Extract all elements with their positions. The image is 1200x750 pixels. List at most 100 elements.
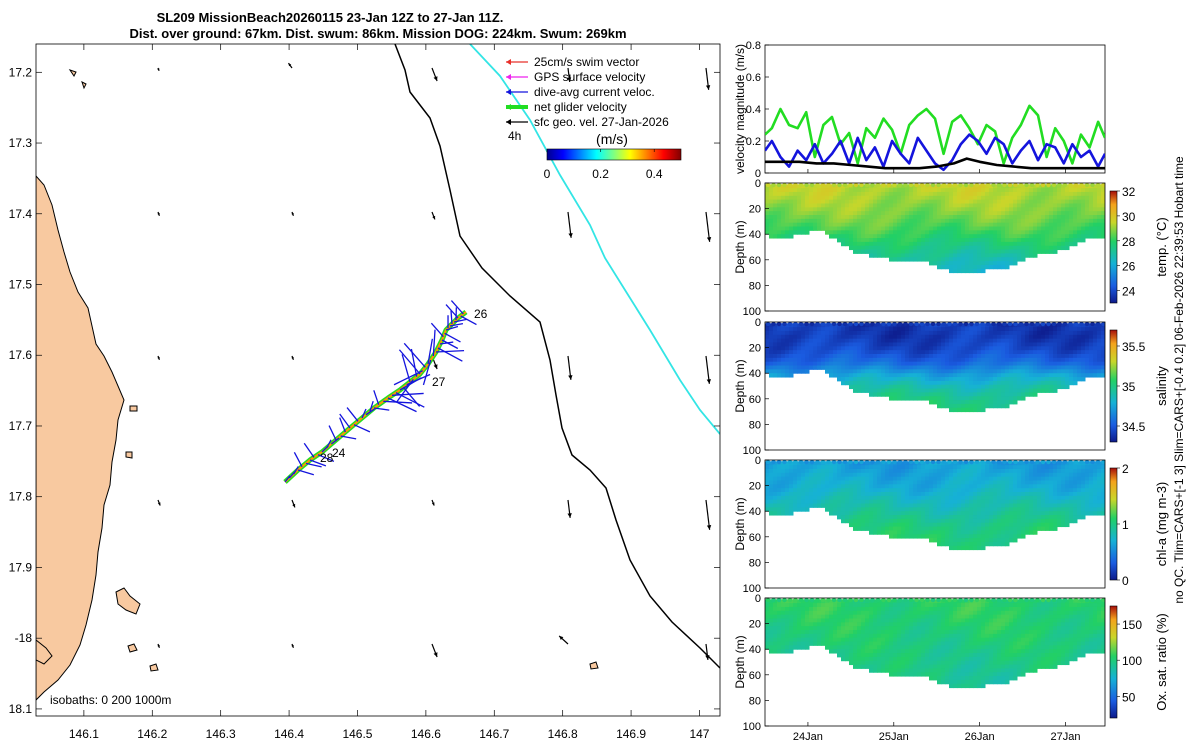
section-cell: [1101, 373, 1105, 378]
section-cell: [1053, 330, 1058, 336]
section-cell: [965, 222, 970, 228]
section-cell: [905, 257, 910, 262]
section-cell: [805, 492, 810, 497]
section-cell: [849, 354, 854, 359]
section-cell: [901, 503, 906, 508]
section-cell: [1081, 503, 1086, 508]
dive-avg-vector: [361, 408, 367, 419]
section-cell: [1029, 215, 1034, 220]
section-cell: [1061, 365, 1066, 370]
section-cell: [781, 492, 786, 497]
section-cell: [801, 346, 806, 351]
section-cell: [953, 215, 958, 220]
section-cell: [865, 222, 870, 228]
section-cell: [1093, 226, 1098, 231]
section-cell: [785, 350, 790, 355]
section-cell: [789, 346, 794, 351]
section-cell: [1101, 484, 1105, 489]
section-cell: [1097, 195, 1102, 201]
section-cell: [1025, 199, 1030, 204]
section-cell: [905, 361, 910, 367]
section-cell: [937, 334, 942, 340]
section-cell: [869, 330, 874, 336]
section-cell: [901, 199, 906, 204]
section-cell: [977, 541, 982, 547]
section-cell: [845, 230, 850, 235]
surface-sample-dot: [980, 183, 985, 188]
section-cell: [957, 195, 962, 201]
section-cell: [961, 357, 966, 363]
section-cell: [897, 515, 902, 520]
section-cell: [977, 218, 982, 224]
section-cell: [781, 222, 786, 228]
section-cell: [989, 526, 994, 531]
section-cell: [961, 184, 966, 189]
section-cell: [801, 484, 806, 489]
section-cell: [777, 476, 782, 481]
section-cell: [1017, 253, 1022, 258]
section-cell: [773, 323, 778, 328]
section-cell: [777, 334, 782, 340]
section-cell: [809, 350, 814, 355]
section-cell: [981, 346, 986, 351]
section-ylabel: Depth (m): [733, 220, 747, 273]
section-cell: [865, 522, 870, 528]
section-cell: [989, 484, 994, 489]
section-cell: [1021, 534, 1026, 539]
section-cell: [1085, 338, 1090, 343]
section-cell: [997, 222, 1002, 228]
section-cell: [1021, 377, 1026, 382]
section-cell: [1077, 234, 1082, 239]
section-cell: [861, 472, 866, 478]
section-cell: [977, 468, 982, 474]
section-cell: [1045, 365, 1050, 370]
section-cell: [857, 373, 862, 378]
section-cell: [941, 388, 946, 393]
section-cell: [1065, 492, 1070, 497]
section-cell: [1097, 503, 1102, 508]
section-cell: [1049, 361, 1054, 367]
section-cell: [845, 354, 850, 359]
section-cell: [813, 461, 818, 466]
section-cell: [837, 350, 842, 355]
section-cell: [885, 468, 890, 474]
section-cell: [765, 503, 770, 508]
section-cell: [869, 207, 874, 212]
surface-sample-dot: [919, 183, 925, 188]
section-cell: [985, 518, 990, 524]
section-cell: [945, 346, 950, 351]
surface-sample-dot: [831, 183, 837, 188]
section-cell: [893, 195, 898, 201]
section-cell: [1081, 195, 1086, 201]
section-cell: [1033, 191, 1038, 197]
section-cell: [1001, 522, 1006, 528]
section-cell: [1025, 468, 1030, 474]
section-cell: [909, 480, 914, 485]
section-cell: [1013, 195, 1018, 201]
section-cell: [845, 218, 850, 224]
section-cell: [849, 503, 854, 508]
section-cell: [941, 530, 946, 535]
section-cell: [925, 327, 930, 332]
section-cell: [1037, 188, 1042, 193]
section-cell: [809, 357, 814, 363]
section-cell: [1089, 330, 1094, 336]
surface-sample-dot: [1002, 322, 1007, 327]
surface-sample-dot: [793, 183, 798, 188]
section-cell: [765, 480, 770, 485]
section-cell: [1093, 369, 1098, 374]
section-cell: [1089, 357, 1094, 363]
section-cell: [833, 207, 838, 212]
section-cell: [957, 400, 962, 405]
section-cell: [769, 346, 774, 351]
section-cell: [833, 476, 838, 481]
section-cell: [1069, 215, 1074, 220]
section-cell: [861, 492, 866, 497]
section-cell: [945, 522, 950, 528]
section-cell: [805, 327, 810, 332]
section-cell: [845, 468, 850, 474]
section-cell: [889, 495, 894, 501]
section-cell: [861, 207, 866, 212]
section-cell: [993, 195, 998, 201]
section-cell: [1001, 468, 1006, 474]
